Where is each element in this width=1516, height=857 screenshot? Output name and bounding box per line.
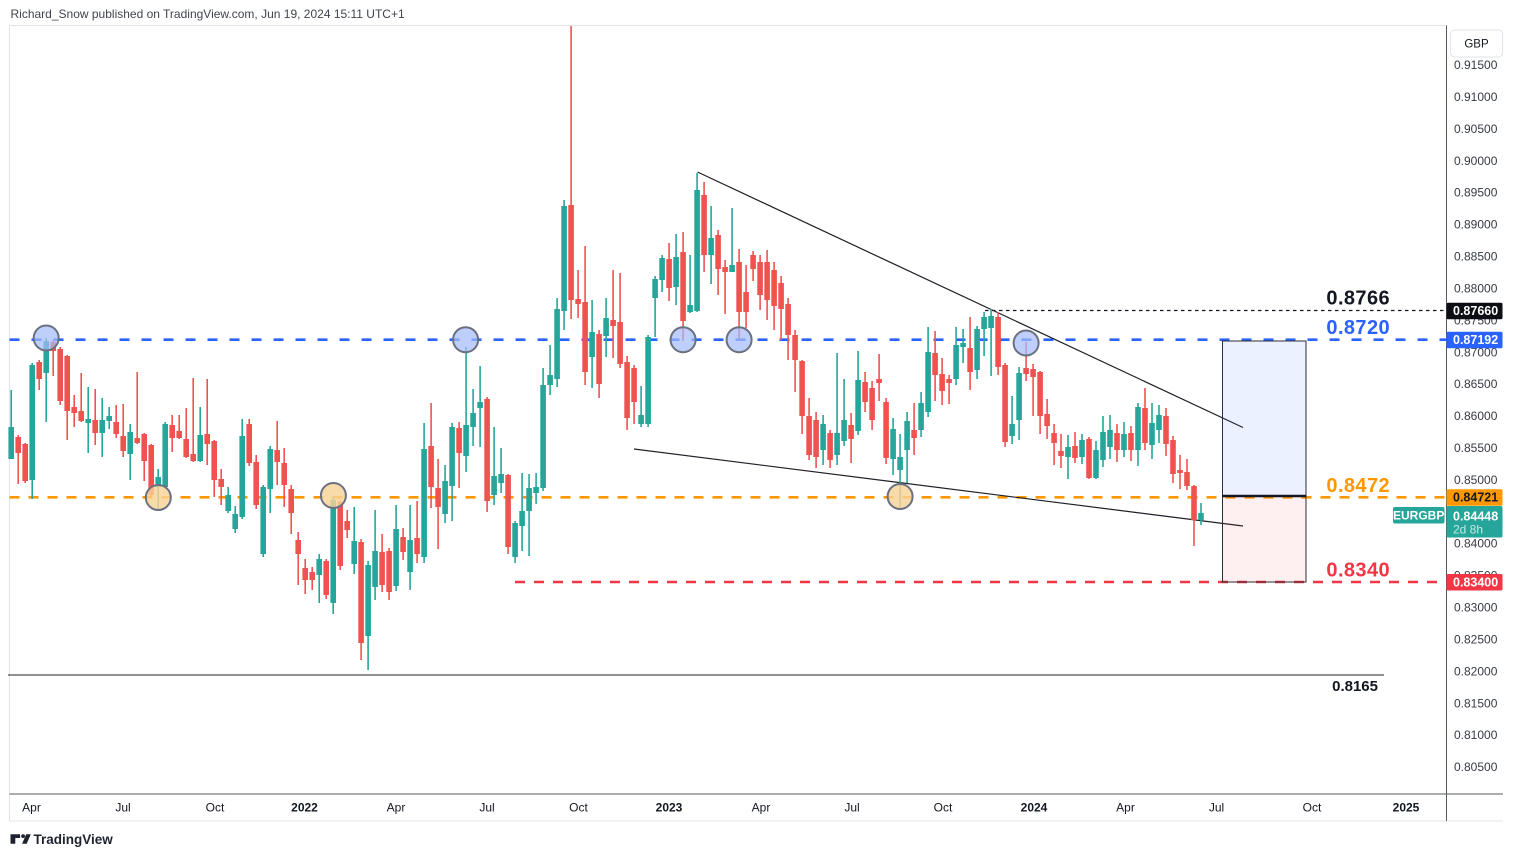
svg-text:2022: 2022 [291,801,318,815]
svg-text:0.88500: 0.88500 [1454,250,1498,264]
svg-text:0.82500: 0.82500 [1454,632,1498,646]
svg-text:TradingView: TradingView [34,832,114,847]
svg-text:0.81000: 0.81000 [1454,728,1498,742]
svg-text:0.91500: 0.91500 [1454,58,1498,72]
svg-text:0.84448: 0.84448 [1453,510,1498,524]
svg-text:0.80500: 0.80500 [1454,760,1498,774]
svg-text:0.87192: 0.87192 [1453,333,1498,347]
svg-text:0.82000: 0.82000 [1454,664,1498,678]
svg-text:0.83400: 0.83400 [1453,576,1498,590]
svg-text:Oct: Oct [569,801,588,815]
svg-text:Apr: Apr [387,801,406,815]
svg-text:0.85500: 0.85500 [1454,441,1498,455]
svg-text:0.86500: 0.86500 [1454,377,1498,391]
svg-text:0.81500: 0.81500 [1454,696,1498,710]
svg-text:0.91000: 0.91000 [1454,90,1498,104]
svg-text:2023: 2023 [656,801,683,815]
svg-text:0.83000: 0.83000 [1454,601,1498,615]
svg-text:0.84721: 0.84721 [1453,491,1498,505]
svg-text:2024: 2024 [1021,801,1048,815]
svg-text:Oct: Oct [206,801,225,815]
svg-text:0.8340: 0.8340 [1326,560,1390,582]
svg-text:Jul: Jul [1209,801,1224,815]
svg-text:EURGBP: EURGBP [1393,509,1444,523]
svg-text:Apr: Apr [752,801,771,815]
svg-text:Oct: Oct [1303,801,1322,815]
svg-text:0.90500: 0.90500 [1454,122,1498,136]
svg-text:0.87000: 0.87000 [1454,345,1498,359]
svg-text:2025: 2025 [1393,801,1420,815]
svg-text:Richard_Snow published on Trad: Richard_Snow published on TradingView.co… [11,7,405,21]
svg-text:GBP: GBP [1464,39,1489,51]
svg-text:Oct: Oct [934,801,953,815]
svg-text:Jul: Jul [479,801,494,815]
svg-text:0.85000: 0.85000 [1454,473,1498,487]
svg-text:2d 8h: 2d 8h [1453,523,1483,537]
svg-text:0.84000: 0.84000 [1454,537,1498,551]
svg-text:0.90000: 0.90000 [1454,154,1498,168]
svg-text:0.88000: 0.88000 [1454,281,1498,295]
svg-text:0.8766: 0.8766 [1326,288,1390,310]
svg-text:0.89500: 0.89500 [1454,186,1498,200]
svg-text:0.87660: 0.87660 [1453,304,1498,318]
svg-text:Jul: Jul [844,801,859,815]
svg-text:0.86000: 0.86000 [1454,409,1498,423]
svg-text:0.8720: 0.8720 [1326,317,1390,339]
svg-text:0.8165: 0.8165 [1332,678,1378,695]
svg-text:Apr: Apr [1116,801,1135,815]
svg-text:0.8472: 0.8472 [1326,475,1390,497]
svg-text:Apr: Apr [22,801,41,815]
svg-text:Jul: Jul [115,801,130,815]
svg-text:0.89000: 0.89000 [1454,218,1498,232]
